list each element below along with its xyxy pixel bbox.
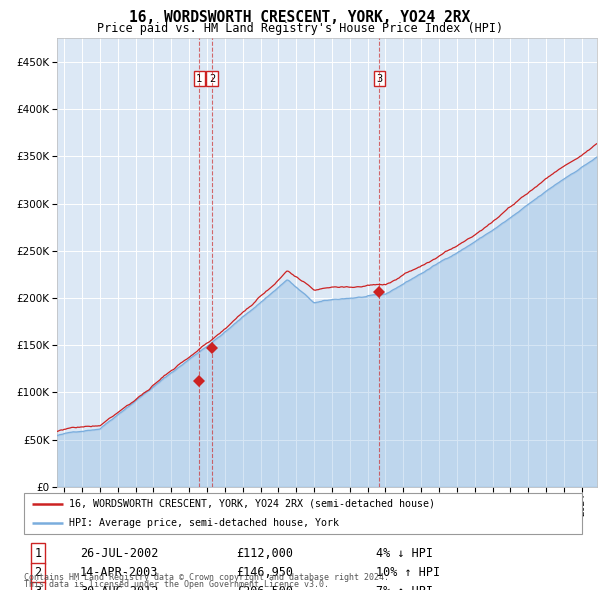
Text: £112,000: £112,000: [236, 547, 293, 560]
Text: 4% ↓ HPI: 4% ↓ HPI: [376, 547, 433, 560]
Text: 1: 1: [196, 74, 202, 84]
Text: 30-AUG-2012: 30-AUG-2012: [80, 585, 158, 590]
Text: Contains HM Land Registry data © Crown copyright and database right 2024.: Contains HM Land Registry data © Crown c…: [24, 573, 389, 582]
Text: HPI: Average price, semi-detached house, York: HPI: Average price, semi-detached house,…: [68, 518, 338, 528]
FancyBboxPatch shape: [24, 493, 582, 534]
Text: 26-JUL-2002: 26-JUL-2002: [80, 547, 158, 560]
Text: 10% ↑ HPI: 10% ↑ HPI: [376, 566, 440, 579]
Text: 14-APR-2003: 14-APR-2003: [80, 566, 158, 579]
Text: 3: 3: [376, 74, 383, 84]
Text: 16, WORDSWORTH CRESCENT, YORK, YO24 2RX (semi-detached house): 16, WORDSWORTH CRESCENT, YORK, YO24 2RX …: [68, 499, 434, 509]
Text: 7% ↑ HPI: 7% ↑ HPI: [376, 585, 433, 590]
Text: Price paid vs. HM Land Registry's House Price Index (HPI): Price paid vs. HM Land Registry's House …: [97, 22, 503, 35]
Text: 3: 3: [34, 585, 41, 590]
Text: 2: 2: [34, 566, 41, 579]
Text: 2: 2: [209, 74, 215, 84]
Text: £206,500: £206,500: [236, 585, 293, 590]
Text: £146,950: £146,950: [236, 566, 293, 579]
Text: This data is licensed under the Open Government Licence v3.0.: This data is licensed under the Open Gov…: [24, 581, 329, 589]
Text: 16, WORDSWORTH CRESCENT, YORK, YO24 2RX: 16, WORDSWORTH CRESCENT, YORK, YO24 2RX: [130, 10, 470, 25]
Text: 1: 1: [34, 547, 41, 560]
